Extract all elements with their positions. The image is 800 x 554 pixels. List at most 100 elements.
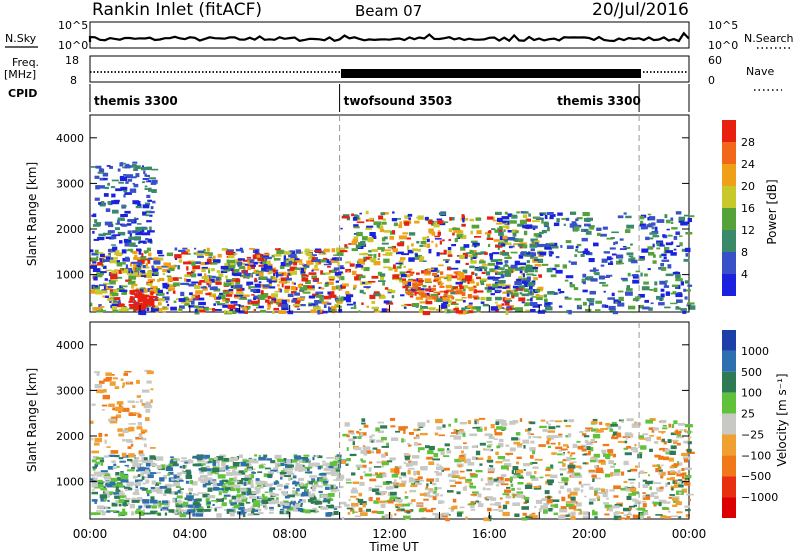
- power-cell: [498, 267, 505, 270]
- power-cell: [625, 229, 631, 233]
- power-cell: [225, 251, 234, 255]
- velocity-cell: [155, 512, 161, 515]
- velocity-cell: [667, 510, 671, 513]
- velocity-cell: [678, 482, 681, 486]
- power-cell: [557, 288, 561, 292]
- velocity-cell: [423, 498, 429, 501]
- velocity-cell: [608, 424, 612, 429]
- power-cell: [476, 282, 480, 286]
- velocity-cell: [145, 463, 151, 467]
- velocity-cell: [296, 488, 300, 492]
- velocity-cell: [136, 482, 142, 487]
- velocity-cell: [417, 423, 424, 427]
- power-cell: [119, 176, 128, 181]
- velocity-cell: [376, 461, 381, 464]
- power-cell: [96, 272, 104, 275]
- velocity-cell: [248, 474, 255, 479]
- power-cell: [594, 272, 600, 276]
- velocity-cell: [603, 453, 611, 457]
- power-cell: [381, 221, 387, 225]
- power-cell: [131, 284, 135, 289]
- velocity-cell: [498, 438, 504, 442]
- velocity-cell: [243, 459, 250, 462]
- power-cell: [117, 231, 126, 236]
- velocity-cell: [327, 493, 335, 497]
- power-cell: [371, 306, 379, 310]
- power-cell: [356, 274, 363, 277]
- velocity-cell: [289, 459, 298, 463]
- velocity-cell: [157, 482, 162, 485]
- power-cell: [425, 298, 428, 302]
- power-cell: [186, 253, 191, 255]
- velocity-cell: [663, 501, 671, 504]
- power-cell: [224, 263, 229, 267]
- velocity-cell: [385, 486, 394, 490]
- velocity-cell: [493, 478, 499, 482]
- velocity-cell: [101, 511, 106, 516]
- power-cell: [436, 298, 444, 303]
- velocity-cell: [676, 472, 684, 477]
- power-cell: [229, 263, 235, 266]
- power-cell: [488, 243, 491, 247]
- velocity-cell: [232, 480, 240, 483]
- velocity-cell: [150, 399, 153, 403]
- velocity-cell: [528, 435, 532, 439]
- velocity-cell: [460, 450, 464, 453]
- power-cell: [353, 233, 357, 235]
- velocity-cell: [469, 473, 476, 476]
- power-cell: [668, 234, 673, 237]
- power-cell: [287, 273, 291, 275]
- velocity-cell: [542, 429, 548, 432]
- power-cell: [355, 266, 358, 269]
- power-cell: [387, 246, 394, 249]
- velocity-cell: [199, 474, 208, 479]
- velocity-cell: [624, 452, 632, 456]
- power-cell: [135, 226, 143, 232]
- velocity-cell: [330, 489, 337, 493]
- power-cell: [157, 292, 165, 296]
- power-cell: [193, 252, 197, 255]
- power-cell: [396, 251, 404, 255]
- power-cell: [294, 305, 300, 308]
- power-cell: [603, 276, 610, 278]
- velocity-cell: [572, 443, 578, 448]
- power-cell: [457, 272, 465, 276]
- power-cell: [436, 252, 440, 257]
- velocity-cell: [256, 484, 262, 488]
- velocity-cell: [559, 468, 567, 471]
- power-cell: [546, 243, 552, 248]
- velocity-cell: [301, 491, 309, 497]
- power-cell: [301, 274, 308, 276]
- power-cell: [120, 214, 128, 218]
- power-cell: [121, 249, 127, 254]
- velocity-cell: [104, 433, 108, 437]
- power-cell: [325, 281, 334, 285]
- velocity-cell: [620, 512, 624, 514]
- velocity-cell: [238, 470, 246, 475]
- velocity-cell: [428, 489, 435, 493]
- power-cell: [361, 302, 364, 305]
- velocity-cell: [376, 473, 383, 479]
- velocity-cell: [234, 473, 242, 476]
- velocity-colorbar-swatch: [722, 350, 736, 372]
- power-cell: [154, 297, 159, 301]
- power-cell: [469, 281, 475, 284]
- power-cell: [302, 285, 311, 289]
- velocity-cell: [475, 420, 480, 425]
- power-cell: [116, 260, 120, 263]
- velocity-cell: [436, 426, 442, 430]
- power-cell: [440, 283, 443, 287]
- velocity-cell: [103, 389, 107, 393]
- velocity-cell: [525, 429, 531, 432]
- velocity-cell: [229, 499, 233, 504]
- power-cell: [470, 306, 476, 309]
- power-cell: [381, 308, 388, 312]
- power-cell: [438, 252, 445, 255]
- velocity-cell: [454, 481, 462, 484]
- power-cell: [251, 294, 255, 296]
- power-cell: [150, 307, 159, 312]
- y-tick-label: 3000: [56, 177, 84, 190]
- power-cell: [626, 224, 634, 229]
- velocity-cell: [212, 466, 220, 469]
